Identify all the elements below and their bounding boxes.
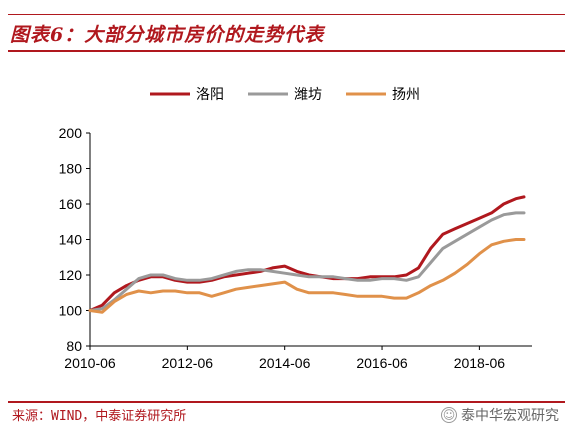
series-line-2 — [88, 211, 526, 312]
line-chart: 洛阳 潍坊 扬州 80 100 120 140 160 180 200 2010-06 2012-0… — [59, 87, 532, 371]
y-tick-label: 160 — [59, 196, 83, 212]
legend-label-2: 潍坊 — [294, 87, 322, 103]
footer-rule — [8, 401, 565, 403]
source-note: 来源：WIND，中泰证券研究所 — [12, 409, 187, 424]
legend: 洛阳 潍坊 扬州 — [150, 87, 420, 103]
title-rule — [8, 50, 565, 52]
watermark-text: 泰中华宏观研究 — [461, 408, 559, 424]
y-tick-label: 80 — [66, 338, 82, 354]
x-tick-label: 2012-06 — [162, 355, 214, 371]
y-tick-label: 100 — [59, 303, 83, 319]
y-tick-label: 180 — [59, 161, 83, 177]
legend-label-1: 洛阳 — [196, 87, 224, 103]
x-tick-label: 2016-06 — [356, 355, 408, 371]
x-tick-label: 2018-06 — [454, 355, 506, 371]
series-lines — [88, 195, 526, 314]
series-line-1 — [88, 195, 526, 312]
legend-label-3: 扬州 — [392, 87, 420, 103]
y-tick-label: 120 — [59, 267, 83, 283]
title-top-rule — [8, 14, 565, 15]
chart-title: 图表6：大部分城市房价的走势代表 — [10, 24, 325, 46]
watermark: ☺ 泰中华宏观研究 — [441, 405, 559, 425]
x-tick-label: 2014-06 — [259, 355, 311, 371]
y-tick-label: 200 — [59, 125, 83, 141]
x-tick-label: 2010-06 — [64, 355, 116, 371]
y-tick-label: 140 — [59, 232, 83, 248]
wechat-icon: ☺ — [441, 407, 457, 423]
axes: 80 100 120 140 160 180 200 2010-06 2012-06 2014-0… — [59, 125, 532, 371]
series-line-3 — [88, 238, 526, 314]
